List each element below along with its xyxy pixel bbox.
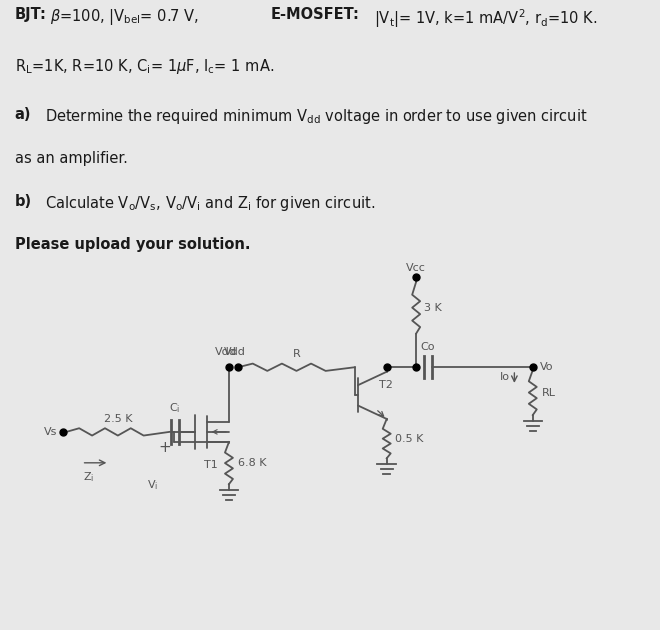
Text: V$_{\rm i}$: V$_{\rm i}$ — [147, 478, 158, 492]
Text: R$_{\rm L}$=1K, R=10 K, C$_{\rm i}$= 1$\mu$F, I$_{\rm c}$= 1 mA.: R$_{\rm L}$=1K, R=10 K, C$_{\rm i}$= 1$\… — [15, 57, 274, 76]
Text: C$_{\rm i}$: C$_{\rm i}$ — [169, 401, 180, 415]
Text: a): a) — [15, 106, 31, 122]
Text: |V$_{\rm t}$|= 1V, k=1 mA/V$^2$, r$_{\rm d}$=10 K.: |V$_{\rm t}$|= 1V, k=1 mA/V$^2$, r$_{\rm… — [374, 7, 598, 30]
Text: R: R — [292, 350, 300, 359]
Text: 6.8 K: 6.8 K — [238, 458, 266, 468]
Text: Please upload your solution.: Please upload your solution. — [15, 237, 250, 252]
Text: 3 K: 3 K — [424, 302, 442, 312]
Text: Vs: Vs — [44, 427, 57, 437]
Text: Determine the required minimum V$_{\rm dd}$ voltage in order to use given circui: Determine the required minimum V$_{\rm d… — [45, 106, 587, 125]
Text: T1: T1 — [204, 460, 217, 470]
Text: Calculate V$_{\rm o}$/V$_{\rm s}$, V$_{\rm o}$/V$_{\rm i}$ and Z$_{\rm i}$ for g: Calculate V$_{\rm o}$/V$_{\rm s}$, V$_{\… — [45, 194, 375, 213]
Text: Z$_{\rm i}$: Z$_{\rm i}$ — [83, 471, 94, 484]
Text: RL: RL — [541, 387, 555, 398]
Text: Vcc: Vcc — [406, 263, 426, 273]
Text: $\beta$=100, |V$_{\rm bel}$= 0.7 V,: $\beta$=100, |V$_{\rm bel}$= 0.7 V, — [50, 7, 199, 27]
Text: 0.5 K: 0.5 K — [395, 433, 424, 444]
Text: +: + — [158, 440, 171, 455]
Text: as an amplifier.: as an amplifier. — [15, 151, 127, 166]
Text: T2: T2 — [379, 380, 393, 390]
Text: Vdd: Vdd — [215, 347, 237, 357]
Text: Vo: Vo — [540, 362, 554, 372]
Text: E-MOSFET:: E-MOSFET: — [271, 7, 360, 22]
Text: Io: Io — [500, 372, 510, 382]
Text: Vdd: Vdd — [224, 347, 246, 357]
Text: b): b) — [15, 194, 32, 209]
Text: Co: Co — [420, 341, 435, 352]
Text: BJT:: BJT: — [15, 7, 46, 22]
Text: 2.5 K: 2.5 K — [104, 414, 132, 424]
